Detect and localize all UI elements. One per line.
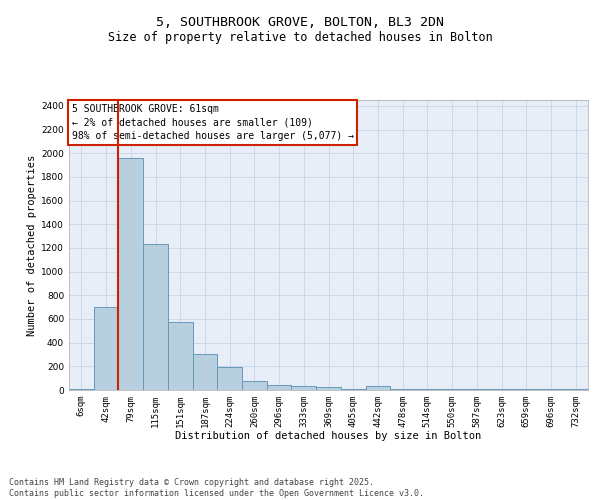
Bar [365, 386, 390, 390]
Bar [217, 367, 242, 390]
Y-axis label: Number of detached properties: Number of detached properties [27, 154, 37, 336]
Bar [267, 386, 292, 390]
Text: 5, SOUTHBROOK GROVE, BOLTON, BL3 2DN: 5, SOUTHBROOK GROVE, BOLTON, BL3 2DN [156, 16, 444, 29]
X-axis label: Distribution of detached houses by size in Bolton: Distribution of detached houses by size … [175, 432, 482, 442]
Text: Contains HM Land Registry data © Crown copyright and database right 2025.
Contai: Contains HM Land Registry data © Crown c… [9, 478, 424, 498]
Bar [316, 387, 341, 390]
Bar [193, 354, 217, 390]
Bar [292, 386, 316, 390]
Bar [94, 307, 118, 390]
Bar [168, 322, 193, 390]
Bar [143, 244, 168, 390]
Bar [69, 389, 94, 390]
Text: 5 SOUTHBROOK GROVE: 61sqm
← 2% of detached houses are smaller (109)
98% of semi-: 5 SOUTHBROOK GROVE: 61sqm ← 2% of detach… [71, 104, 353, 141]
Text: Size of property relative to detached houses in Bolton: Size of property relative to detached ho… [107, 31, 493, 44]
Bar [242, 381, 267, 390]
Bar [118, 158, 143, 390]
